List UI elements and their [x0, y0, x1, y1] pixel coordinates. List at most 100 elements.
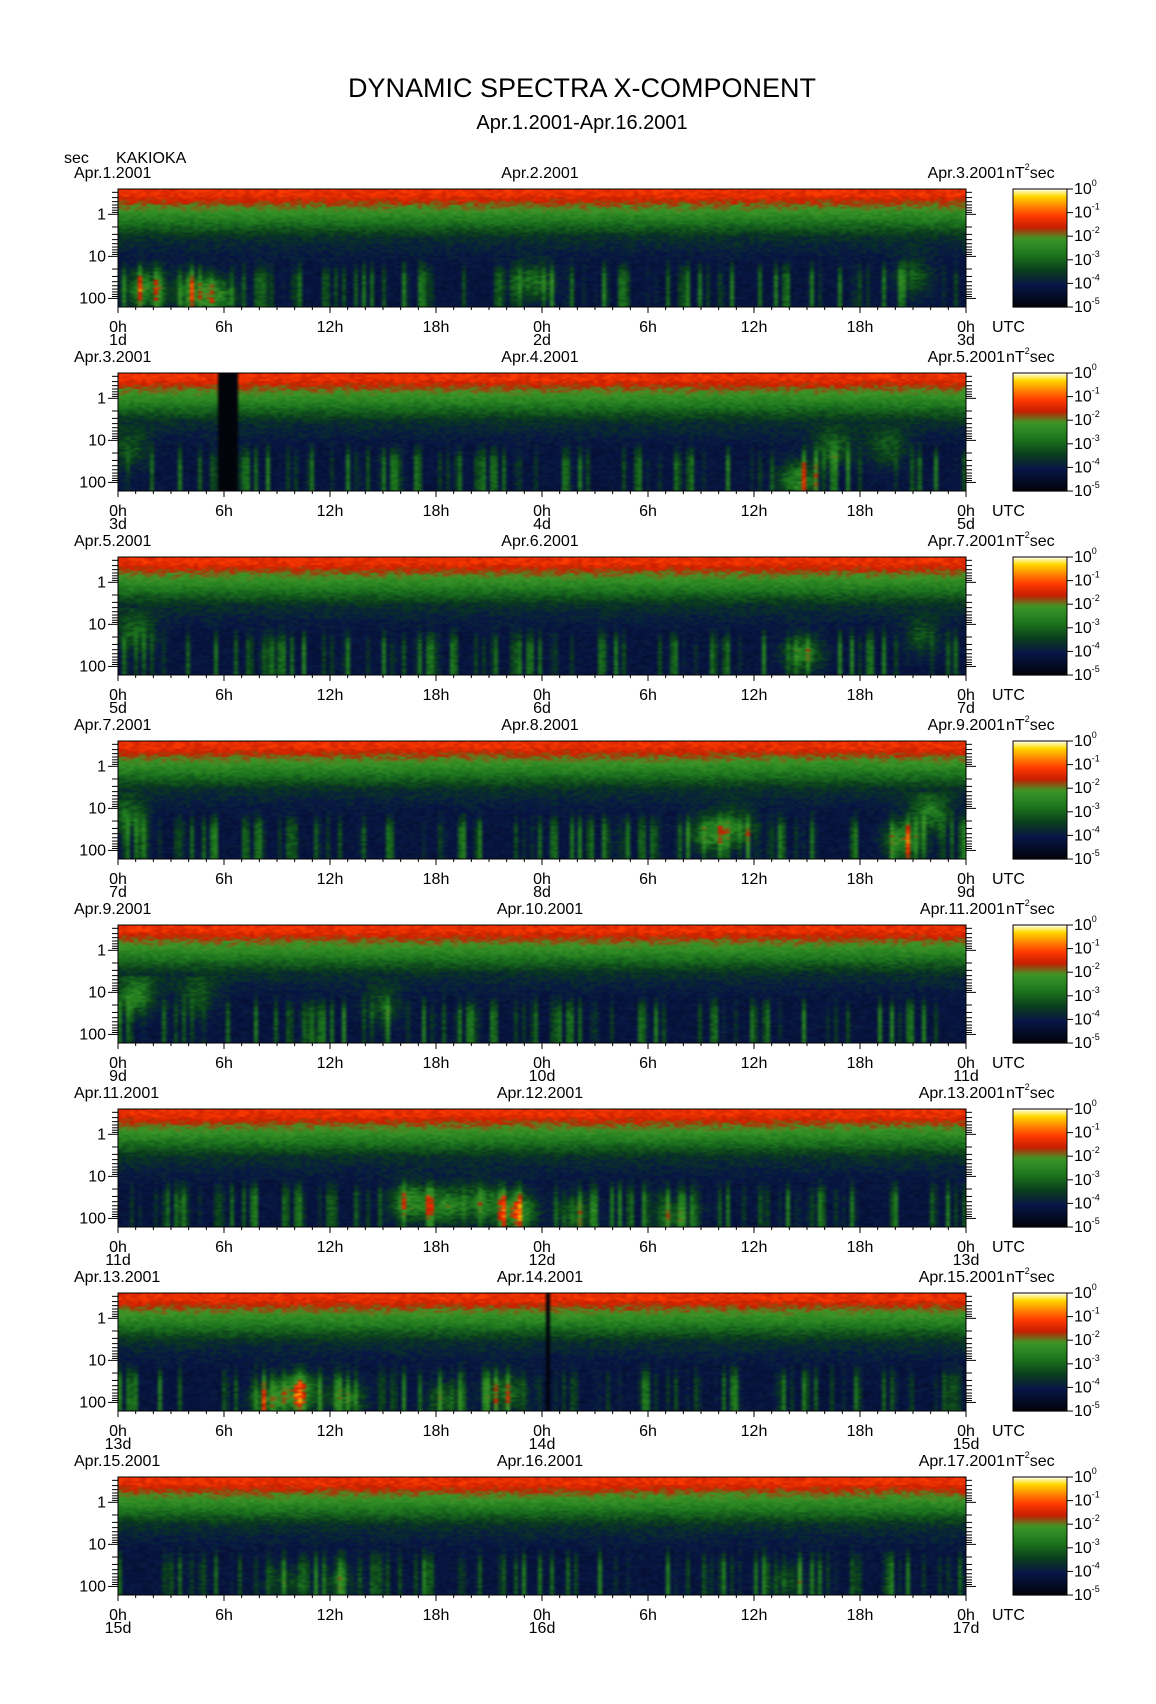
- colorbar-segment: [1013, 1547, 1067, 1551]
- colorbar-segment: [1013, 483, 1067, 487]
- colorbar-segment: [1013, 1182, 1067, 1186]
- y-tick-label: 1: [97, 1310, 106, 1327]
- colorbar-segment: [1013, 557, 1067, 560]
- colorbar-segment: [1013, 1019, 1067, 1023]
- colorbar-segment: [1013, 851, 1067, 855]
- colorbar-segment: [1013, 1363, 1067, 1367]
- colorbar-segment: [1013, 1193, 1067, 1197]
- colorbar-segment: [1013, 401, 1067, 405]
- colorbar-segment: [1013, 741, 1067, 744]
- colorbar-segment: [1013, 193, 1067, 197]
- colorbar-segment: [1013, 1222, 1067, 1226]
- day-label-start: 13d: [105, 1436, 132, 1453]
- y-tick-label: 1: [97, 574, 106, 591]
- colorbar-segment: [1013, 1328, 1067, 1332]
- x-tick-label: 6h: [639, 687, 657, 704]
- colorbar-tick-label: 10-4: [1074, 1008, 1100, 1028]
- colorbar-unit: nT2sec: [1006, 1082, 1055, 1102]
- panel-date-right: Apr.11.2001: [920, 901, 1005, 918]
- colorbar-segment: [1013, 222, 1067, 225]
- colorbar-segment: [1013, 1125, 1067, 1129]
- colorbar-segment: [1013, 1163, 1067, 1167]
- colorbar-segment: [1013, 986, 1067, 990]
- x-tick-label: 12h: [317, 1055, 344, 1072]
- x-tick-label: 0h: [533, 1607, 551, 1624]
- colorbar-segment: [1013, 271, 1067, 275]
- colorbar-segment: [1013, 450, 1067, 454]
- x-tick-label: 6h: [215, 1607, 233, 1624]
- colorbar-segment: [1013, 976, 1067, 980]
- y-tick-label: 10: [88, 800, 106, 817]
- colorbar-tick-label: 10-1: [1074, 570, 1100, 590]
- panel-date-left: Apr.7.2001: [74, 717, 152, 734]
- colorbar-segment: [1013, 1028, 1067, 1032]
- colorbar-segment: [1013, 1127, 1067, 1131]
- colorbar-segment: [1013, 649, 1067, 652]
- colorbar-segment: [1013, 1486, 1067, 1490]
- colorbar-segment: [1013, 559, 1067, 563]
- panel-date-mid: Apr.10.2001: [497, 901, 583, 918]
- y-tick-label: 10: [88, 248, 106, 265]
- colorbar-segment: [1013, 658, 1067, 662]
- colorbar-segment: [1013, 1210, 1067, 1214]
- colorbar-segment: [1013, 1191, 1067, 1195]
- colorbar-segment: [1013, 939, 1067, 943]
- colorbar-tick-label: 10-3: [1074, 433, 1100, 453]
- colorbar-segment: [1013, 1118, 1067, 1122]
- day-label-end: 11d: [953, 1068, 979, 1085]
- colorbar-segment: [1013, 1005, 1067, 1009]
- colorbar-tick-label: 100: [1074, 178, 1097, 198]
- x-tick-label: 18h: [423, 1607, 450, 1624]
- colorbar-segment: [1013, 1481, 1067, 1485]
- colorbar-unit: nT2sec: [1006, 162, 1055, 182]
- colorbar-tick-label: 10-4: [1074, 1376, 1100, 1396]
- colorbar-segment: [1013, 264, 1067, 268]
- colorbar-segment: [1013, 278, 1067, 282]
- colorbar-unit: nT2sec: [1006, 530, 1055, 550]
- colorbar-segment: [1013, 1335, 1067, 1339]
- colorbar-segment: [1013, 1540, 1067, 1544]
- colorbar-segment: [1013, 1569, 1067, 1572]
- colorbar-segment: [1013, 436, 1067, 440]
- colorbar-segment: [1013, 993, 1067, 997]
- colorbar-segment: [1013, 285, 1067, 289]
- colorbar-segment: [1013, 1007, 1067, 1011]
- colorbar-segment: [1013, 1580, 1067, 1584]
- panel-date-mid: Apr.8.2001: [501, 717, 579, 734]
- colorbar-segment: [1013, 231, 1067, 235]
- colorbar-segment: [1013, 479, 1067, 483]
- colorbar-segment: [1013, 1533, 1067, 1537]
- x-tick-label: 0h: [533, 1423, 551, 1440]
- colorbar-segment: [1013, 429, 1067, 433]
- colorbar-segment: [1013, 1120, 1067, 1124]
- colorbar-segment: [1013, 856, 1067, 860]
- spectrogram-image: [118, 741, 966, 859]
- day-label-mid: 16d: [529, 1620, 556, 1637]
- colorbar-frame: [1012, 924, 1068, 1044]
- colorbar-segment: [1013, 1502, 1067, 1506]
- colorbar-segment: [1013, 639, 1067, 643]
- colorbar-segment: [1013, 472, 1067, 476]
- day-label-start: 1d: [109, 332, 127, 349]
- colorbar-segment: [1013, 637, 1067, 641]
- colorbar-segment: [1013, 981, 1067, 985]
- colorbar-segment: [1013, 420, 1067, 424]
- colorbar-segment: [1013, 1316, 1067, 1320]
- colorbar-tick-label: 10-1: [1074, 1122, 1100, 1142]
- x-tick-label: 0h: [957, 871, 975, 888]
- colorbar-segment: [1013, 953, 1067, 957]
- colorbar-segment: [1013, 934, 1067, 938]
- colorbar-segment: [1013, 1139, 1067, 1143]
- spectrum-panel: Apr.9.2001 Apr.10.2001 Apr.11.2001 nT2sec11…: [74, 898, 1100, 1085]
- colorbar-tick-label: 10-2: [1074, 1513, 1100, 1533]
- x-tick-label: 6h: [215, 1055, 233, 1072]
- colorbar-unit: nT2sec: [1006, 1266, 1055, 1286]
- colorbar-segment: [1013, 1323, 1067, 1327]
- x-tick-label: 6h: [639, 871, 657, 888]
- colorbar-segment: [1013, 219, 1067, 223]
- colorbar-segment: [1013, 837, 1067, 841]
- colorbar-tick-label: 100: [1074, 1282, 1097, 1302]
- colorbar-segment: [1013, 1307, 1067, 1311]
- x-tick-label: 18h: [423, 503, 450, 520]
- colorbar-segment: [1013, 1212, 1067, 1216]
